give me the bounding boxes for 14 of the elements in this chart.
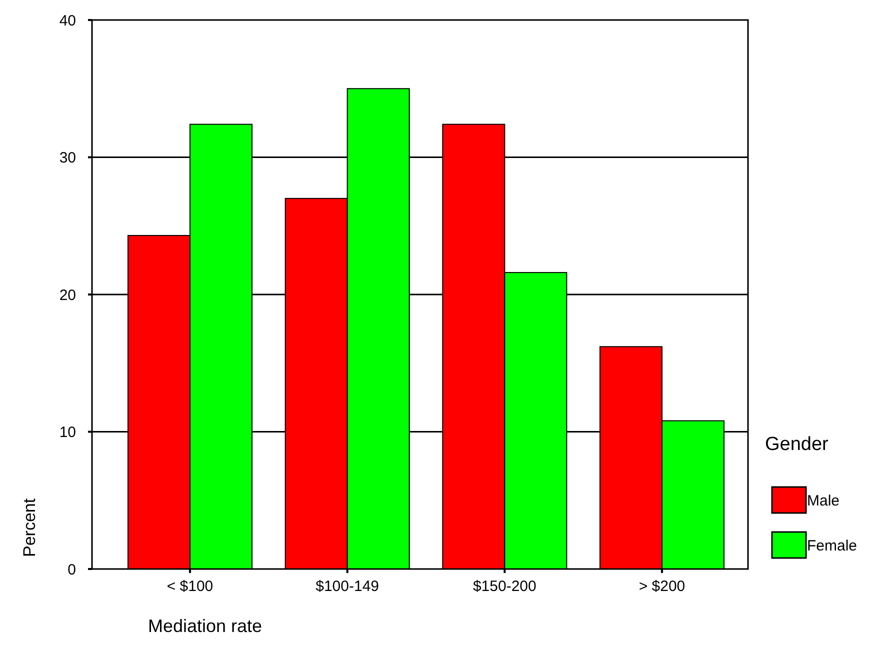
legend-label: Male xyxy=(807,492,840,510)
x-tick-label: < $100 xyxy=(166,578,214,595)
x-tick-label: $100-149 xyxy=(316,578,380,595)
legend-label: Female xyxy=(807,537,858,554)
y-tick-label: 20 xyxy=(59,286,76,304)
x-tick-label: $150-200 xyxy=(472,578,536,595)
y-tick-label: 30 xyxy=(59,150,76,166)
x-axis-title: Mediation rate xyxy=(148,616,262,636)
x-tick-label: > $200 xyxy=(638,578,686,595)
y-tick-label: 10 xyxy=(59,424,76,441)
y-tick-label: 40 xyxy=(59,12,76,30)
legend-title: Gender xyxy=(765,434,830,455)
y-tick-label: 0 xyxy=(68,561,76,578)
y-axis-title: Percent xyxy=(20,498,39,557)
